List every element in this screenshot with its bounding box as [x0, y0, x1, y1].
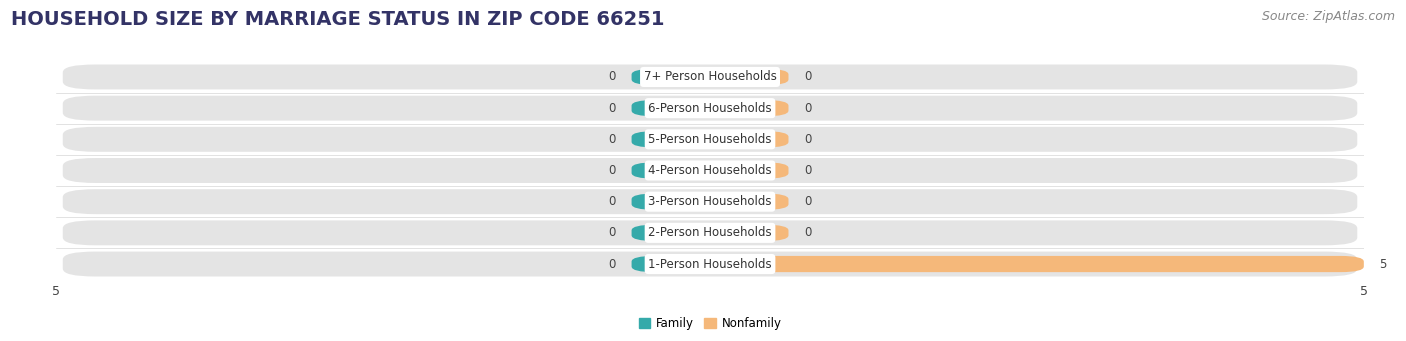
FancyBboxPatch shape [631, 194, 710, 210]
Text: 0: 0 [609, 133, 616, 146]
Text: 0: 0 [609, 226, 616, 239]
FancyBboxPatch shape [631, 162, 710, 179]
FancyBboxPatch shape [63, 127, 1357, 152]
Text: 0: 0 [609, 71, 616, 84]
FancyBboxPatch shape [63, 252, 1357, 277]
FancyBboxPatch shape [710, 256, 1364, 272]
Text: 0: 0 [804, 71, 811, 84]
FancyBboxPatch shape [710, 162, 789, 179]
Text: 0: 0 [609, 102, 616, 115]
FancyBboxPatch shape [631, 69, 710, 85]
FancyBboxPatch shape [631, 225, 710, 241]
Text: 0: 0 [804, 164, 811, 177]
FancyBboxPatch shape [631, 131, 710, 147]
FancyBboxPatch shape [63, 96, 1357, 121]
FancyBboxPatch shape [710, 131, 789, 147]
Text: Source: ZipAtlas.com: Source: ZipAtlas.com [1261, 10, 1395, 23]
FancyBboxPatch shape [63, 158, 1357, 183]
FancyBboxPatch shape [710, 69, 789, 85]
FancyBboxPatch shape [710, 194, 789, 210]
Text: 0: 0 [804, 102, 811, 115]
Text: 4-Person Households: 4-Person Households [648, 164, 772, 177]
FancyBboxPatch shape [631, 100, 710, 116]
Text: 2-Person Households: 2-Person Households [648, 226, 772, 239]
Text: 1-Person Households: 1-Person Households [648, 257, 772, 270]
Text: 0: 0 [804, 133, 811, 146]
Text: 0: 0 [804, 226, 811, 239]
Text: 0: 0 [609, 257, 616, 270]
Text: 5-Person Households: 5-Person Households [648, 133, 772, 146]
FancyBboxPatch shape [631, 256, 710, 272]
Text: 7+ Person Households: 7+ Person Households [644, 71, 776, 84]
FancyBboxPatch shape [710, 100, 789, 116]
FancyBboxPatch shape [63, 220, 1357, 245]
FancyBboxPatch shape [63, 189, 1357, 214]
Text: 0: 0 [609, 195, 616, 208]
Text: 6-Person Households: 6-Person Households [648, 102, 772, 115]
Text: 0: 0 [804, 195, 811, 208]
Text: 3-Person Households: 3-Person Households [648, 195, 772, 208]
Text: 0: 0 [609, 164, 616, 177]
FancyBboxPatch shape [63, 64, 1357, 89]
FancyBboxPatch shape [710, 225, 789, 241]
Legend: Family, Nonfamily: Family, Nonfamily [634, 312, 786, 335]
Text: 5: 5 [1379, 257, 1386, 270]
Text: HOUSEHOLD SIZE BY MARRIAGE STATUS IN ZIP CODE 66251: HOUSEHOLD SIZE BY MARRIAGE STATUS IN ZIP… [11, 10, 665, 29]
